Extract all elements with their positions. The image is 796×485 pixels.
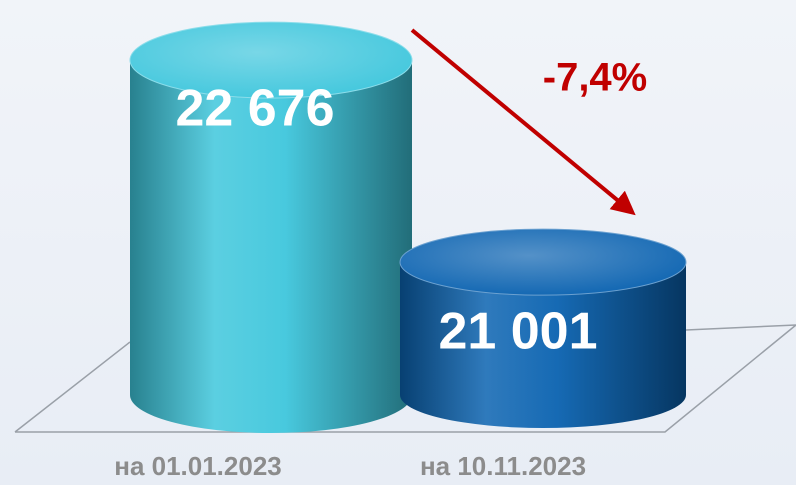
bar-top <box>129 21 413 99</box>
x-tick-label: на 01.01.2023 <box>114 451 282 481</box>
floor <box>14 324 796 433</box>
bars <box>129 21 687 433</box>
bar <box>130 60 412 433</box>
x-tick-label: на 10.11.2023 <box>420 451 586 481</box>
bar-top <box>399 228 687 296</box>
value-label: 22 676 <box>175 80 334 138</box>
bar <box>400 262 686 428</box>
value-label: 21 001 <box>438 303 597 361</box>
change-arrow <box>410 28 636 216</box>
change-annotation: -7,4% <box>543 56 648 100</box>
